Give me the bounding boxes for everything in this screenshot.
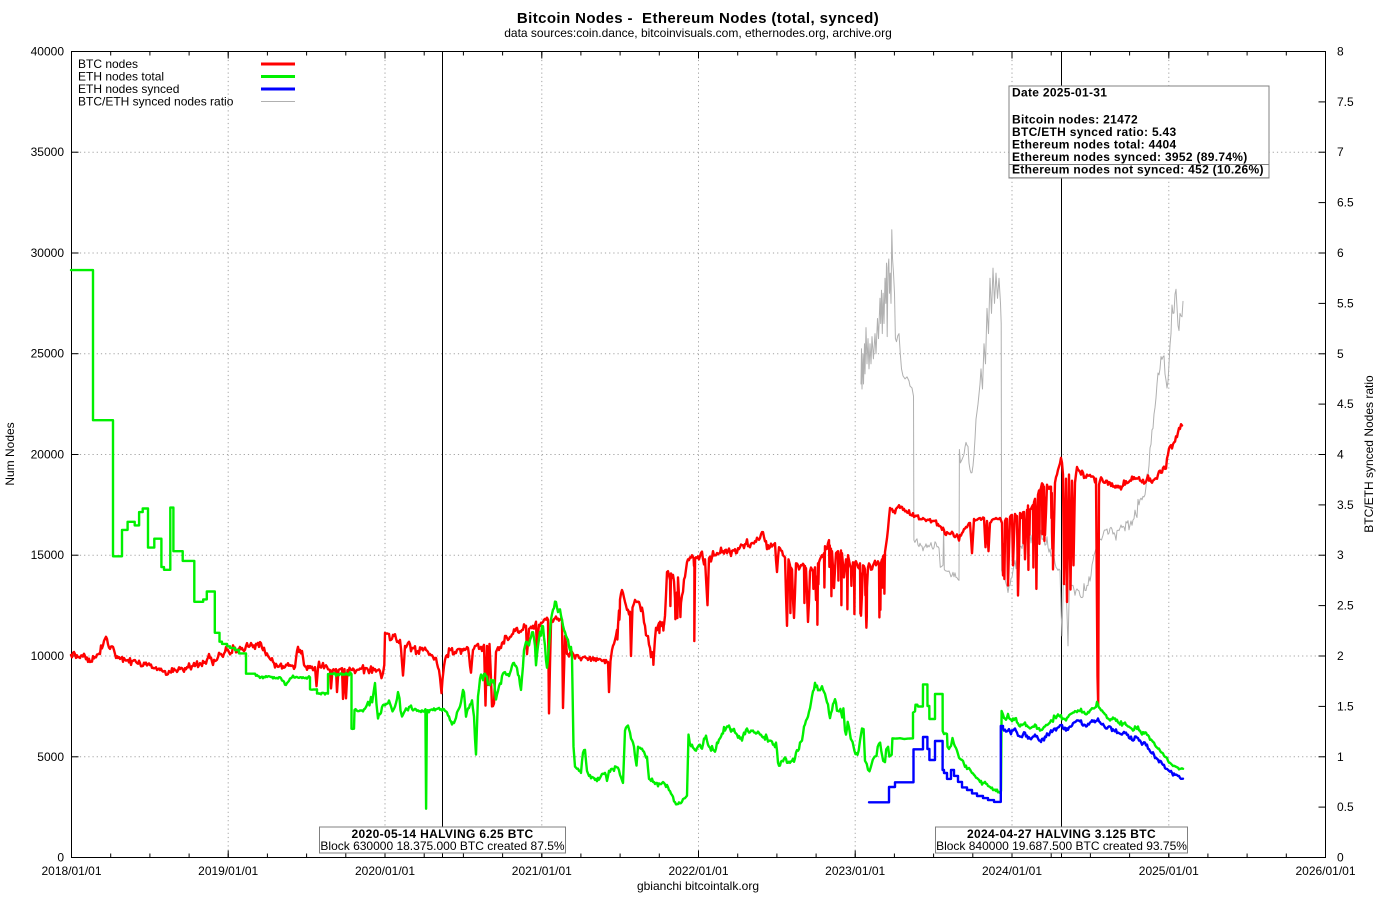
svg-text:Ethereum nodes not synced: 452: Ethereum nodes not synced: 452 (10.26%) [1012, 163, 1264, 177]
svg-text:2018/01/01: 2018/01/01 [41, 864, 101, 878]
svg-text:Date 2025-01-31: Date 2025-01-31 [1012, 86, 1107, 100]
svg-text:Bitcoin nodes: 21472: Bitcoin nodes: 21472 [1012, 112, 1138, 126]
svg-text:2025/01/01: 2025/01/01 [1139, 864, 1199, 878]
svg-text:5000: 5000 [37, 750, 64, 764]
svg-text:1: 1 [1337, 750, 1344, 764]
svg-text:0: 0 [1337, 851, 1344, 865]
svg-text:15000: 15000 [31, 548, 65, 562]
svg-text:2019/01/01: 2019/01/01 [198, 864, 258, 878]
svg-text:5: 5 [1337, 347, 1344, 361]
svg-text:8: 8 [1337, 45, 1344, 59]
svg-text:Bitcoin Nodes - Ethereum Node: Bitcoin Nodes - Ethereum Nodes (total, s… [517, 10, 879, 27]
svg-text:4.5: 4.5 [1337, 397, 1354, 411]
svg-text:2024-04-27 HALVING 3.125 BTC: 2024-04-27 HALVING 3.125 BTC [967, 827, 1156, 841]
svg-text:3.5: 3.5 [1337, 498, 1354, 512]
svg-text:BTC nodes: BTC nodes [78, 57, 138, 71]
svg-text:0.5: 0.5 [1337, 800, 1354, 814]
svg-text:2026/01/01: 2026/01/01 [1295, 864, 1355, 878]
svg-text:4: 4 [1337, 448, 1344, 462]
svg-text:10000: 10000 [31, 649, 65, 663]
svg-text:Block 630000 18.375.000 BTC cr: Block 630000 18.375.000 BTC created 87.5… [320, 839, 564, 853]
svg-text:5.5: 5.5 [1337, 296, 1354, 310]
svg-text:30000: 30000 [31, 246, 65, 260]
svg-text:BTC/ETH synced nodes ratio: BTC/ETH synced nodes ratio [78, 95, 234, 109]
svg-text:BTC/ETH synced Nodes ratio: BTC/ETH synced Nodes ratio [1362, 375, 1376, 533]
svg-text:2.5: 2.5 [1337, 599, 1354, 613]
svg-text:Ethereum nodes synced: 3952 (8: Ethereum nodes synced: 3952 (89.74%) [1012, 150, 1248, 164]
svg-text:Ethereum nodes total: 4404: Ethereum nodes total: 4404 [1012, 138, 1177, 152]
svg-text:40000: 40000 [31, 45, 65, 59]
svg-text:2021/01/01: 2021/01/01 [512, 864, 572, 878]
svg-text:Num Nodes: Num Nodes [3, 422, 17, 485]
svg-text:2024/01/01: 2024/01/01 [982, 864, 1042, 878]
svg-text:7.5: 7.5 [1337, 95, 1354, 109]
svg-text:2020/01/01: 2020/01/01 [355, 864, 415, 878]
svg-text:2: 2 [1337, 649, 1344, 663]
svg-text:25000: 25000 [31, 347, 65, 361]
svg-text:6: 6 [1337, 246, 1344, 260]
svg-text:3: 3 [1337, 548, 1344, 562]
svg-text:ETH nodes total: ETH nodes total [78, 70, 164, 84]
svg-text:20000: 20000 [31, 448, 65, 462]
svg-text:gbianchi bitcointalk.org: gbianchi bitcointalk.org [637, 879, 759, 893]
svg-text:7: 7 [1337, 145, 1344, 159]
svg-text:0: 0 [57, 851, 64, 865]
svg-text:1.5: 1.5 [1337, 699, 1354, 713]
svg-text:2020-05-14 HALVING 6.25 BTC: 2020-05-14 HALVING 6.25 BTC [352, 827, 534, 841]
svg-text:2022/01/01: 2022/01/01 [668, 864, 728, 878]
svg-text:ETH nodes synced: ETH nodes synced [78, 82, 179, 96]
svg-text:data sources:coin.dance, bitco: data sources:coin.dance, bitcoinvisuals.… [504, 26, 892, 40]
svg-text:35000: 35000 [31, 145, 65, 159]
svg-text:6.5: 6.5 [1337, 196, 1354, 210]
svg-text:BTC/ETH synced ratio: 5.43: BTC/ETH synced ratio: 5.43 [1012, 125, 1177, 139]
svg-text:2023/01/01: 2023/01/01 [825, 864, 885, 878]
svg-text:Block 840000 19.687.500 BTC cr: Block 840000 19.687.500 BTC created 93.7… [936, 839, 1187, 853]
